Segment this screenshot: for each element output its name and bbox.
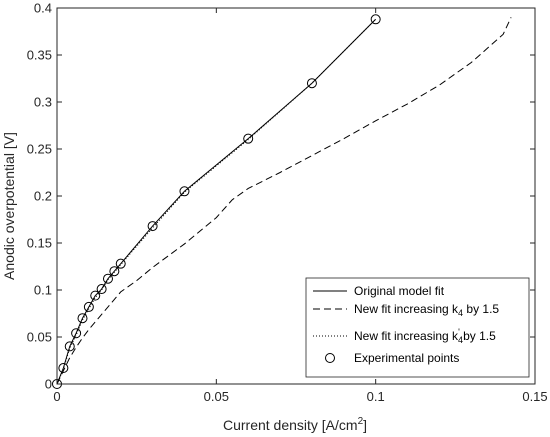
- series-k4-prime-fit: [56, 18, 377, 385]
- x-tick-label: 0.05: [204, 389, 229, 404]
- y-tick-label: 0.2: [34, 189, 52, 204]
- y-tick-label: 0.1: [34, 283, 52, 298]
- y-tick-label: 0.3: [34, 95, 52, 110]
- experimental-point: [64, 341, 75, 352]
- x-tick-label: 0: [53, 389, 60, 404]
- legend-label-k4: New fit increasing k4 by 1.5: [354, 302, 499, 318]
- experimental-point: [370, 14, 381, 25]
- experimental-point: [90, 290, 101, 301]
- experimental-point: [243, 133, 254, 144]
- legend-label-experimental: Experimental points: [354, 351, 459, 365]
- x-axis-label-sup: 2: [358, 416, 364, 427]
- y-tick-label: 0.25: [27, 142, 52, 157]
- experimental-point: [58, 363, 69, 374]
- y-tick-label: 0: [45, 377, 52, 392]
- experimental-point: [96, 284, 107, 295]
- experimental-point: [147, 221, 158, 232]
- x-tick-label: 0.15: [522, 389, 547, 404]
- experimental-point: [83, 301, 94, 312]
- legend-swatch-experimental: [325, 353, 335, 363]
- tick-layer: 0 0.05 0.1 0.15 0 0.05 0.1 0.15 0.2 0.25 0.3 0.35 0.…: [27, 1, 548, 405]
- marker-layer: [52, 14, 381, 389]
- experimental-point: [109, 266, 120, 277]
- y-tick-label: 0.4: [34, 1, 52, 16]
- y-axis-label: Anodic overpotential [V]: [1, 132, 17, 280]
- x-tick-label: 0.1: [367, 389, 385, 404]
- experimental-point: [102, 273, 113, 284]
- series-k4-fit: [56, 17, 512, 385]
- plot-area: [56, 17, 512, 385]
- y-tick-label: 0.15: [27, 236, 52, 251]
- legend: Original model fit New fit increasing k4…: [305, 277, 530, 378]
- legend-box: [305, 277, 530, 378]
- legend-label-original: Original model fit: [354, 284, 445, 298]
- legend-label-k4-prime: New fit increasing k4' by 1.5: [354, 327, 496, 345]
- experimental-point: [115, 258, 126, 269]
- y-tick-label: 0.05: [27, 330, 52, 345]
- experimental-point: [306, 78, 317, 89]
- experimental-point: [77, 313, 88, 324]
- y-tick-label: 0.35: [27, 48, 52, 63]
- experimental-point: [179, 186, 190, 197]
- x-axis-label: Current density [A/cm2]: [223, 416, 367, 433]
- experimental-point: [71, 328, 82, 339]
